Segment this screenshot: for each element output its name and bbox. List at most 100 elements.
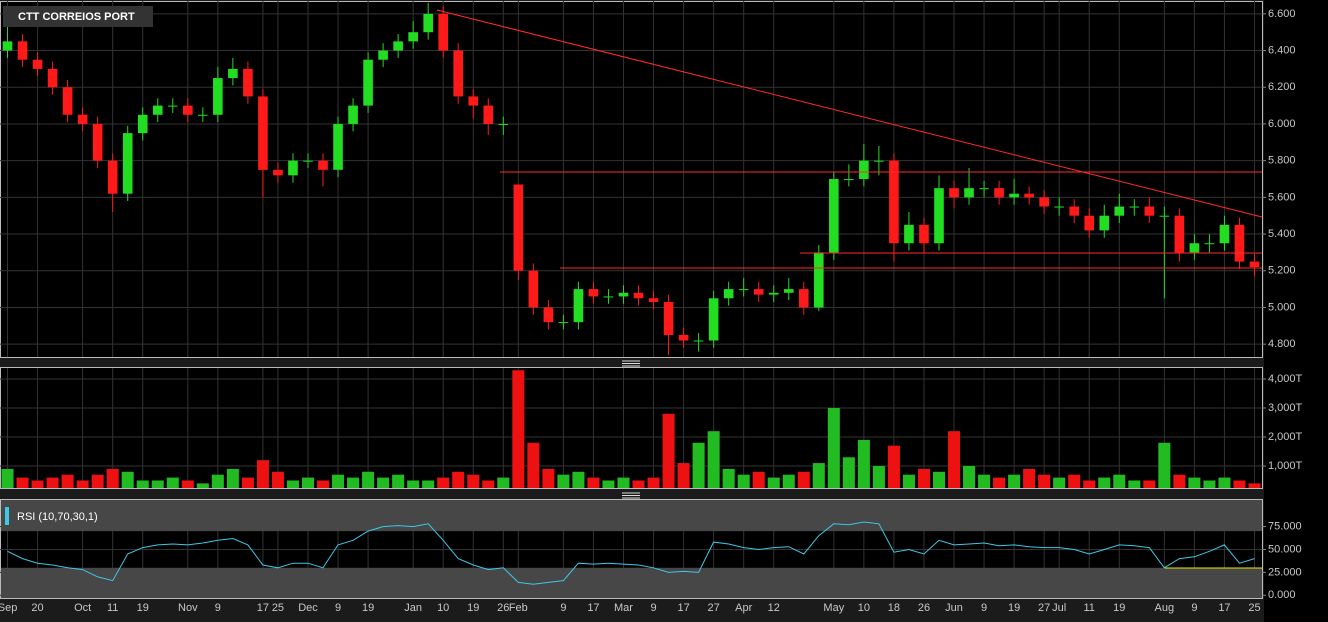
candle-body [693,340,704,342]
candle-body [768,292,779,295]
x-tick-label: Sep [0,602,17,614]
volume-bar [1068,474,1081,488]
x-tick-label: 9 [560,602,566,614]
rsi-legend: RSI (10,70,30,1) [17,511,98,523]
volume-bar [332,474,345,488]
candle-body [1189,243,1200,253]
trendline [436,9,1263,218]
volume-bar [1098,477,1111,488]
y-tick-label: 6.000 [1268,118,1296,130]
x-tick-label: 27 [1038,602,1050,614]
candle-body [1054,206,1064,208]
y-tick-label: 50.000 [1268,543,1302,555]
candle-body [844,179,854,180]
candle-body [783,289,794,293]
y-tick-label: 5.200 [1268,265,1296,277]
x-tick-label: Nov [178,602,198,614]
rsi-legend-swatch [5,507,9,525]
candle-body [618,292,629,297]
volume-bar [572,471,585,488]
candle-body [213,78,223,115]
volume-bar [587,477,600,488]
candle-body [92,123,103,161]
volume-bar [422,480,435,488]
x-tick-label: 11 [1084,602,1095,614]
volume-bar [647,477,660,488]
x-tick-label: 27 [708,602,720,614]
volume-bar [467,474,480,488]
x-tick-label: 25 [272,602,284,614]
candle-body [182,105,193,115]
x-tick-label: Oct [74,602,91,614]
volume-bar [902,474,915,488]
volume-bar [737,474,750,488]
volume-bar [286,480,299,488]
x-tick-label: 9 [335,602,341,614]
x-tick-label: 19 [467,602,479,614]
rsi-line [7,521,1255,585]
y-tick-label: 75.000 [1268,520,1302,532]
volume-bar [857,439,870,488]
y-tick-label: 6.600 [1268,8,1296,20]
volume-bar [767,477,780,488]
volume-bar [181,480,194,488]
x-tick-label: 9 [981,602,987,614]
x-tick-label: 12 [768,602,780,614]
volume-bar [1083,480,1096,488]
volume-bar [1143,480,1156,488]
candle-body [198,114,208,116]
price-panel [0,1,1263,358]
candle-body [1129,206,1140,208]
candle-body [949,188,959,198]
candle-body [1249,261,1260,268]
volume-bar [752,471,765,488]
candle-body [723,289,734,299]
volume-bar [872,465,885,488]
volume-bar [978,474,991,488]
volume-bar [166,477,179,488]
candle-body [934,188,944,244]
volume-bar [1038,474,1051,488]
volume-bar [812,463,825,488]
x-tick-label: 19 [1113,602,1125,614]
x-tick-label: 19 [137,602,149,614]
candle-body [137,114,148,134]
candle-body [964,188,974,198]
x-tick-label: 17 [587,602,599,614]
candle-body [904,224,914,244]
volume-bar [993,477,1006,488]
candle-body [708,298,719,341]
candle-body [378,50,388,60]
rsi-band [1,567,1262,598]
volume-bar [707,431,720,488]
candle-body [1024,193,1034,198]
y-tick-label: 5.800 [1268,155,1296,167]
drawings [436,9,1263,569]
volume-bar [106,468,119,488]
candle-body [228,68,238,79]
candle-body [77,114,88,124]
candle-body [348,105,358,124]
candle-body [258,96,268,170]
candle-body [859,160,869,179]
y-tick-label: 2,000T [1268,431,1303,443]
candle-body [1009,193,1019,198]
marks [1,2,1261,585]
candle-body [62,87,73,115]
candle-body [979,188,989,190]
volume-bar [136,480,149,488]
volume-bar [797,471,810,488]
candle-body [122,133,133,194]
volume-bar [887,445,900,488]
volume-bar [1053,477,1066,488]
volume-bar [301,477,314,488]
volume-bar [362,471,375,488]
candle-body [678,334,689,341]
x-tick-label: 19 [362,602,374,614]
volume-bar [392,474,405,488]
volume-bar [722,468,735,488]
candle-body [1159,215,1170,217]
candle-body [1144,206,1155,216]
candle-body [423,13,433,33]
